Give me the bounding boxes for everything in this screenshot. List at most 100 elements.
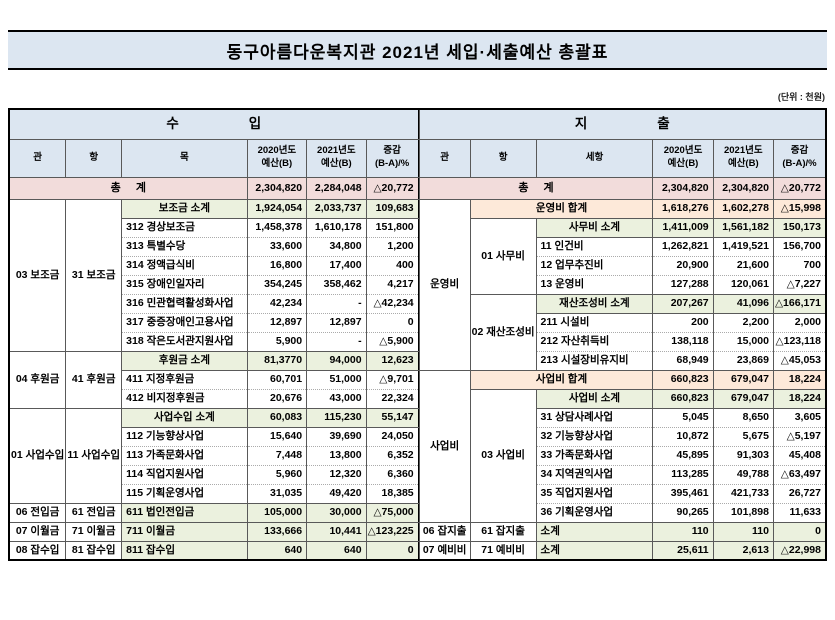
budget-2020-cell: 640	[246, 540, 307, 560]
income-grand-total-label: 총 계	[8, 176, 248, 199]
budget-2021-cell: 43,000	[306, 388, 367, 408]
budget-2021-cell: 110	[712, 521, 774, 541]
income-col-diff: 증감 (B-A)/%	[365, 138, 419, 177]
diff-cell: 18,385	[365, 483, 419, 503]
budget-2021-cell: 30,000	[306, 502, 367, 522]
budget-2021-cell: 23,869	[712, 350, 774, 370]
budget-2021-cell: 15,000	[712, 331, 774, 351]
diff-cell: 3,605	[772, 407, 826, 427]
budget-2021-cell: 120,061	[712, 274, 774, 294]
gwan-cell: 08 잡수입	[8, 540, 66, 560]
gwan-cell: 07 이월금	[8, 521, 66, 541]
item-name-cell: 317 중증장애인고용사업	[121, 312, 248, 332]
item-name-cell: 12 업무추진비	[535, 255, 653, 275]
budget-2020-cell: 110	[652, 521, 714, 541]
group-total-label: 사업비 합계	[469, 369, 653, 389]
expense-col-2020: 2020년도 예산(B)	[652, 138, 714, 177]
hang-cell: 01 사무비	[469, 217, 537, 294]
item-name-cell: 소계	[535, 521, 653, 541]
budget-2020-cell: 354,245	[246, 274, 307, 294]
expense-grand-total-diff: △20,772	[772, 176, 826, 199]
diff-cell: 0	[365, 312, 419, 332]
gwan-cell: 04 후원금	[8, 350, 66, 408]
income-col-hang: 항	[65, 138, 122, 177]
budget-2020-cell: 133,666	[246, 521, 307, 541]
item-name-cell: 711 이월금	[121, 521, 248, 541]
gwan-cell: 운영비	[418, 198, 471, 370]
income-table: 수입 관 항 목 2020년도 예산(B) 2021년도 예산(B) 증감 (B…	[8, 108, 419, 561]
budget-2020-cell: 60,701	[246, 369, 307, 389]
item-name-cell: 36 기획운영사업	[535, 502, 653, 522]
diff-cell: 18,224	[772, 388, 826, 408]
budget-2021-cell: 13,800	[306, 445, 367, 465]
diff-cell: △5,197	[772, 426, 826, 446]
budget-2020-cell: 42,234	[246, 293, 307, 313]
budget-2021-cell: 12,320	[306, 464, 367, 484]
item-name-cell: 811 잡수입	[121, 540, 248, 560]
diff-cell: 0	[772, 521, 826, 541]
item-name-cell: 412 비지정후원금	[121, 388, 248, 408]
item-name-cell: 313 특별수당	[121, 236, 248, 256]
budget-2020-cell: 7,448	[246, 445, 307, 465]
item-name-cell: 411 지정후원금	[121, 369, 248, 389]
budget-2020-cell: 207,267	[652, 293, 714, 313]
budget-2020-cell: 60,083	[246, 407, 307, 427]
budget-2020-cell: 5,045	[652, 407, 714, 427]
diff-cell: 12,623	[365, 350, 419, 370]
hang-cell: 61 전입금	[65, 502, 122, 522]
budget-2021-cell: 34,800	[306, 236, 367, 256]
budget-2020-cell: 16,800	[246, 255, 307, 275]
diff-cell: 24,050	[365, 426, 419, 446]
budget-2021-cell: 2,033,737	[306, 198, 367, 218]
hang-cell: 71 이월금	[65, 521, 122, 541]
diff-cell: △22,998	[772, 540, 826, 560]
diff-cell: △123,118	[772, 331, 826, 351]
budget-2021-cell: 49,420	[306, 483, 367, 503]
budget-2020-cell: 395,461	[652, 483, 714, 503]
gwan-cell: 07 예비비	[418, 540, 471, 560]
budget-2021-cell: 41,096	[712, 293, 774, 313]
expense-grand-total-2020: 2,304,820	[652, 176, 714, 199]
diff-cell: △63,497	[772, 464, 826, 484]
hang-cell: 71 예비비	[469, 540, 537, 560]
income-col-2020: 2020년도 예산(B)	[246, 138, 307, 177]
hang-cell: 03 사업비	[469, 388, 537, 522]
budget-2021-cell: 51,000	[306, 369, 367, 389]
budget-2020-cell: 5,900	[246, 331, 307, 351]
diff-cell: 22,324	[365, 388, 419, 408]
budget-2020-cell: 127,288	[652, 274, 714, 294]
income-grand-total-diff: △20,772	[365, 176, 419, 199]
budget-2020-cell: 5,960	[246, 464, 307, 484]
diff-cell: 1,200	[365, 236, 419, 256]
budget-2020-cell: 1,924,054	[246, 198, 307, 218]
budget-2021-cell: 679,047	[712, 388, 774, 408]
budget-2021-cell: 101,898	[712, 502, 774, 522]
hang-cell: 41 후원금	[65, 350, 122, 408]
income-section-header: 수입	[8, 108, 419, 139]
gwan-cell: 01 사업수입	[8, 407, 66, 503]
budget-2021-cell: 12,897	[306, 312, 367, 332]
budget-2021-cell: 115,230	[306, 407, 367, 427]
budget-2020-cell: 15,640	[246, 426, 307, 446]
budget-2020-cell: 90,265	[652, 502, 714, 522]
diff-cell: △42,234	[365, 293, 419, 313]
budget-2021-cell: 39,690	[306, 426, 367, 446]
item-name-cell: 115 기획운영사업	[121, 483, 248, 503]
budget-2020-cell: 20,900	[652, 255, 714, 275]
subtotal-name-cell: 보조금 소계	[121, 198, 248, 218]
hang-cell: 81 잡수입	[65, 540, 122, 560]
budget-2020-cell: 105,000	[246, 502, 307, 522]
gwan-cell: 사업비	[418, 369, 471, 522]
budget-2021-cell: 358,462	[306, 274, 367, 294]
diff-cell: 156,700	[772, 236, 826, 256]
expense-col-2021: 2021년도 예산(B)	[712, 138, 774, 177]
hang-cell: 31 보조금	[65, 198, 122, 351]
diff-cell: △75,000	[365, 502, 419, 522]
item-name-cell: 312 경상보조금	[121, 217, 248, 237]
diff-cell: 26,727	[772, 483, 826, 503]
expense-grand-total-label: 총 계	[418, 176, 653, 199]
budget-2021-cell: 21,600	[712, 255, 774, 275]
budget-2020-cell: 81,3770	[246, 350, 307, 370]
item-name-cell: 13 운영비	[535, 274, 653, 294]
diff-cell: △123,225	[365, 521, 419, 541]
